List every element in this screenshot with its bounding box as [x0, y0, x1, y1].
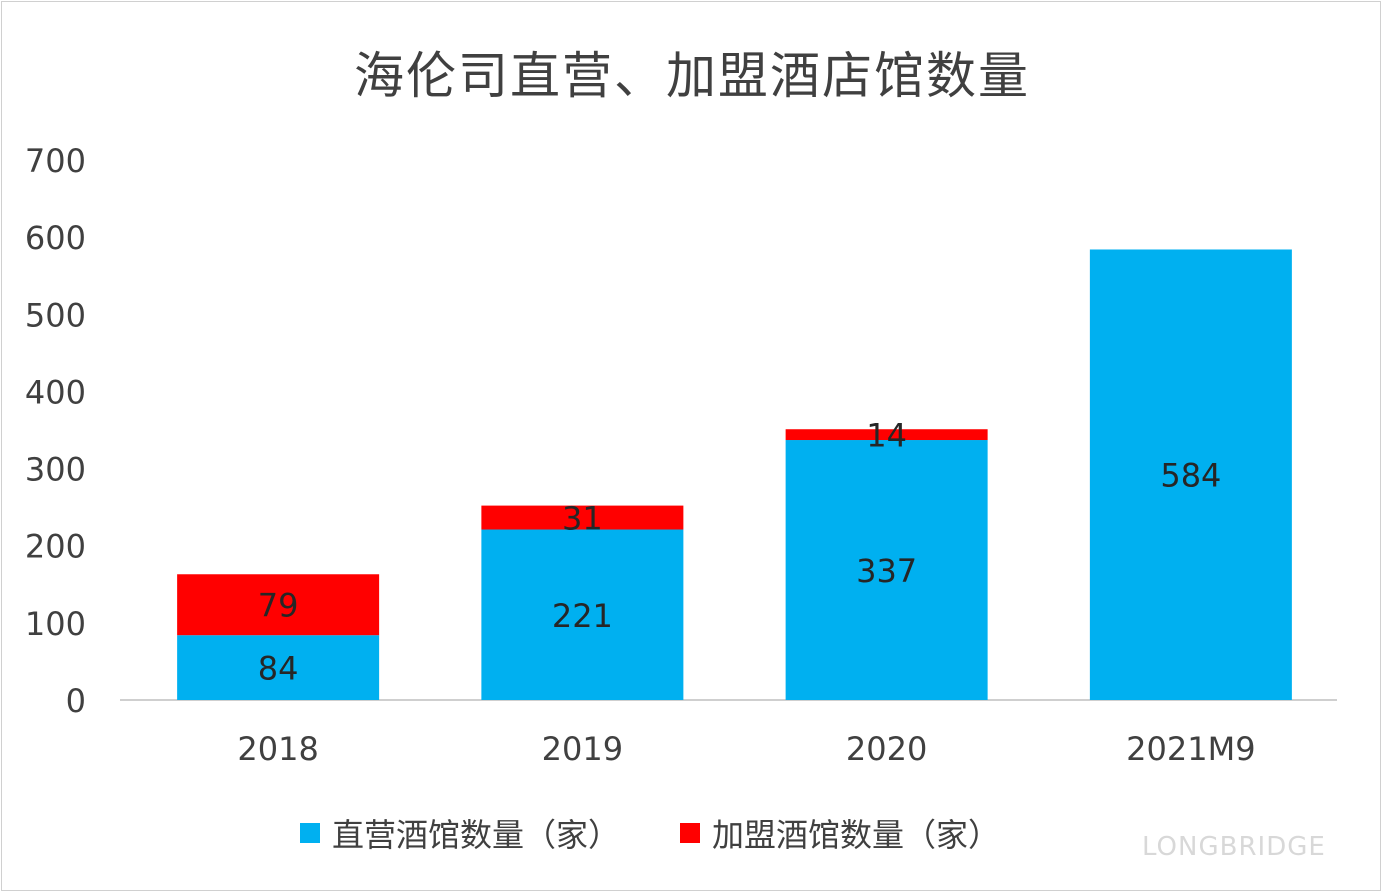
x-tick-label: 2021M9 — [1126, 730, 1255, 768]
legend: 直营酒馆数量（家） 加盟酒馆数量（家） — [300, 810, 1060, 856]
y-tick-label: 100 — [25, 605, 86, 643]
bar-franchise — [785, 429, 988, 441]
x-tick-label: 2018 — [237, 730, 318, 768]
y-tick-label: 400 — [25, 373, 86, 411]
legend-swatch-direct — [300, 823, 320, 843]
y-tick-label: 300 — [25, 451, 86, 489]
y-tick-label: 0 — [66, 682, 86, 720]
bar-direct — [481, 529, 684, 700]
y-tick-label: 700 — [25, 142, 86, 180]
longbridge-logo: LONGBRIDGE — [1142, 832, 1326, 862]
x-tick-label: 2019 — [542, 730, 623, 768]
legend-item-direct: 直营酒馆数量（家） — [300, 810, 620, 856]
data-label: 14 — [866, 417, 907, 455]
data-label: 31 — [562, 500, 603, 538]
data-label: 337 — [856, 552, 917, 590]
data-label: 584 — [1160, 457, 1221, 495]
bar-direct — [1089, 249, 1292, 700]
data-label: 79 — [258, 587, 299, 625]
y-tick-label: 600 — [25, 219, 86, 257]
x-tick-label: 2020 — [846, 730, 927, 768]
y-tick-label: 500 — [25, 296, 86, 334]
legend-label-direct: 直营酒馆数量（家） — [332, 816, 621, 854]
bar-direct — [177, 635, 380, 700]
legend-item-franchise: 加盟酒馆数量（家） — [680, 810, 1000, 856]
data-label: 84 — [258, 650, 299, 688]
chart-title: 海伦司直营、加盟酒店馆数量 — [354, 47, 1030, 105]
legend-label-franchise: 加盟酒馆数量（家） — [712, 816, 1001, 854]
legend-swatch-franchise — [680, 823, 701, 843]
bar-franchise — [177, 574, 380, 636]
bar-direct — [785, 440, 988, 700]
bar-franchise — [481, 505, 684, 530]
y-tick-label: 200 — [25, 528, 86, 566]
data-label: 221 — [552, 597, 613, 635]
